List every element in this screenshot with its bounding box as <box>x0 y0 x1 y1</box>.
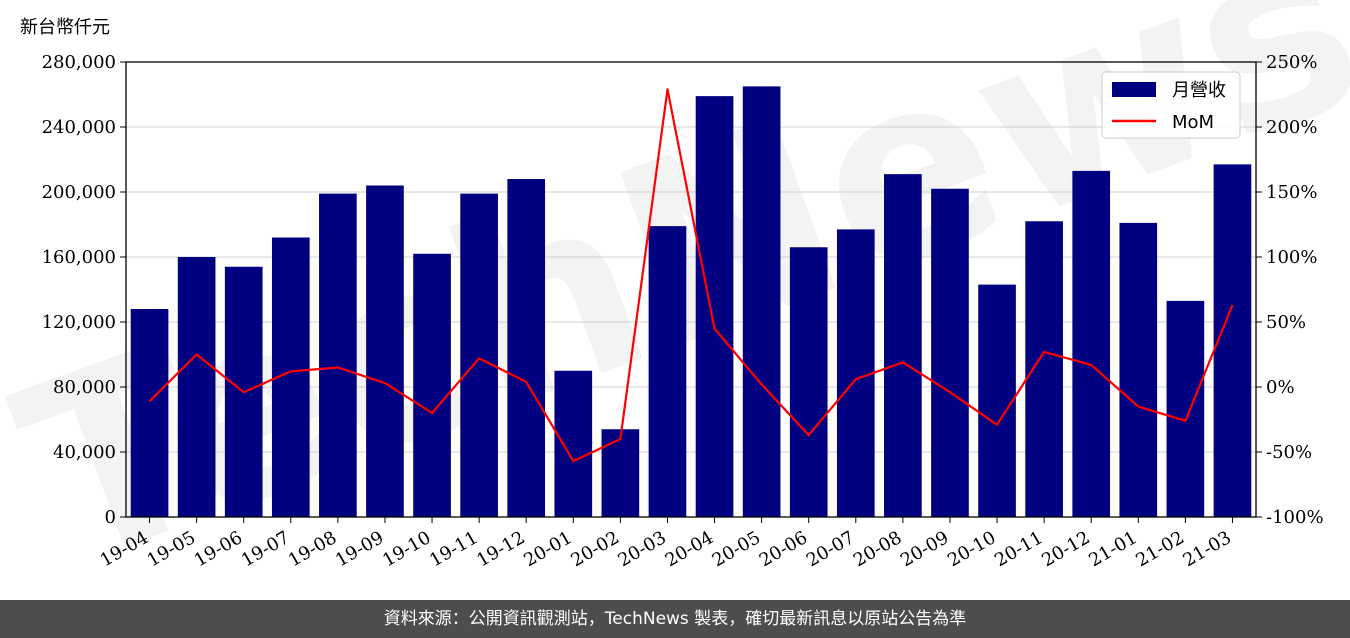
y-right-tick-label: -100% <box>1266 507 1324 528</box>
y-left-tick-label: 280,000 <box>42 52 116 73</box>
x-tick-label: 20-04 <box>662 527 717 571</box>
bar-20-06 <box>789 247 828 517</box>
line-series-mom <box>148 88 1234 463</box>
bar-21-03 <box>1213 164 1252 517</box>
y-left-tick-label: 80,000 <box>53 377 116 398</box>
bar-19-05 <box>177 257 216 517</box>
x-tick-label: 20-10 <box>944 527 999 571</box>
legend-label-revenue: 月營收 <box>1172 80 1226 101</box>
x-tick-label: 20-06 <box>756 527 811 571</box>
bar-21-02 <box>1166 300 1205 517</box>
y-left-tick-label: 40,000 <box>53 442 116 463</box>
x-tick-label: 19-10 <box>379 527 434 571</box>
bar-20-11 <box>1025 221 1063 517</box>
bar-20-04 <box>695 96 734 517</box>
y-axis-right: -100% -50% 0% 50% 100% 150% 200% 250% <box>1256 52 1324 528</box>
bar-19-08 <box>319 193 357 517</box>
x-tick-label: 19-12 <box>473 527 528 571</box>
bar-19-09 <box>366 185 404 517</box>
x-tick-label: 20-03 <box>615 527 670 571</box>
x-tick-label: 20-08 <box>850 527 905 571</box>
legend-swatch-revenue <box>1112 82 1156 97</box>
bar-19-04 <box>130 309 169 517</box>
bar-20-08 <box>884 174 922 517</box>
x-tick-label: 20-12 <box>1038 527 1093 571</box>
bar-20-03 <box>648 226 687 517</box>
bar-20-07 <box>836 229 875 517</box>
y-left-tick-label: 0 <box>105 507 116 528</box>
mom-line <box>148 88 1234 463</box>
y-right-tick-label: 250% <box>1266 52 1317 73</box>
y-right-tick-label: 100% <box>1266 247 1317 268</box>
bar-20-09 <box>931 188 969 517</box>
y-axis-left: 0 40,000 80,000 120,000 160,000 200,000 240,00… <box>42 52 126 528</box>
y-left-tick-label: 120,000 <box>42 312 116 333</box>
x-tick-label: 20-01 <box>520 527 575 571</box>
y-left-tick-label: 200,000 <box>42 182 116 203</box>
x-tick-label: 20-11 <box>991 527 1046 571</box>
y-right-tick-label: 50% <box>1266 312 1306 333</box>
revenue-chart: TechNews 新台幣仟元 040,00080,000120,000160,0… <box>0 0 1350 600</box>
x-tick-label: 19-11 <box>426 527 481 571</box>
legend: 月營收 MoM <box>1101 71 1241 139</box>
bar-19-10 <box>413 253 451 517</box>
bar-19-11 <box>460 193 498 517</box>
x-tick-label: 20-05 <box>709 527 764 571</box>
bar-20-12 <box>1072 170 1111 517</box>
bar-20-01 <box>554 370 593 517</box>
y-right-tick-label: 200% <box>1266 117 1317 138</box>
y-right-tick-label: -50% <box>1266 442 1312 463</box>
x-tick-label: 21-03 <box>1180 527 1235 571</box>
bar-20-05 <box>742 86 781 517</box>
bar-20-02 <box>601 429 640 517</box>
bar-21-01 <box>1119 222 1158 517</box>
y-left-tick-label: 160,000 <box>42 247 116 268</box>
x-tick-label: 20-02 <box>567 527 622 571</box>
x-tick-label: 21-02 <box>1132 527 1187 571</box>
x-tick-label: 20-07 <box>803 527 858 571</box>
legend-label-mom: MoM <box>1172 112 1214 133</box>
bar-20-10 <box>978 284 1016 517</box>
y-left-tick-label: 240,000 <box>42 117 116 138</box>
source-footer: 資料來源：公開資訊觀測站，TechNews 製表，確切最新訊息以原站公告為準 <box>0 600 1350 638</box>
plot-frame <box>125 61 1257 518</box>
y-right-tick-label: 150% <box>1266 182 1317 203</box>
x-tick-label: 20-09 <box>897 527 952 571</box>
x-tick-label: 21-01 <box>1085 527 1140 571</box>
y-right-tick-label: 0% <box>1266 377 1295 398</box>
bar-19-12 <box>507 179 546 517</box>
x-tick-label: 19-09 <box>332 527 387 571</box>
y-axis-unit-label: 新台幣仟元 <box>20 17 110 38</box>
bar-series-revenue <box>130 86 1252 517</box>
